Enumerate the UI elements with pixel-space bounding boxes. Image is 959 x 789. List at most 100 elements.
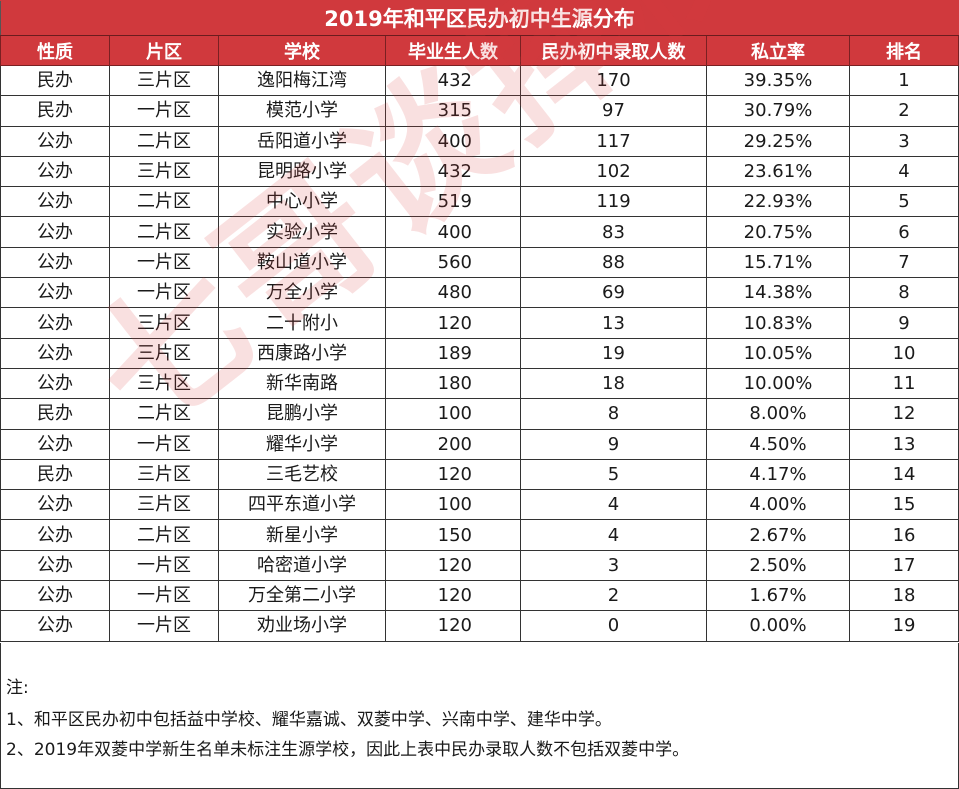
cell-nature: 公办 bbox=[0, 186, 110, 218]
cell-private-rate: 4.50% bbox=[706, 428, 850, 460]
data-table: 2019年和平区民办初中生源分布 性质 片区 学校 毕业生人数 民办初中录取人数… bbox=[0, 0, 959, 642]
cell-rank: 5 bbox=[848, 186, 959, 218]
table-row: 公办 二片区 实验小学 400 83 20.75% 6 bbox=[0, 216, 959, 248]
cell-rank: 8 bbox=[848, 277, 959, 309]
cell-rank: 15 bbox=[848, 489, 959, 521]
cell-private-rate: 22.93% bbox=[706, 186, 850, 218]
cell-school: 万全第二小学 bbox=[218, 580, 386, 612]
cell-school: 逸阳梅江湾 bbox=[218, 64, 386, 97]
cell-private-rate: 2.50% bbox=[706, 549, 850, 582]
cell-school: 昆明路小学 bbox=[218, 155, 386, 188]
cell-district: 一片区 bbox=[109, 428, 219, 460]
cell-district: 二片区 bbox=[109, 125, 219, 157]
table-row: 公办 三片区 二十附小 120 13 10.83% 9 bbox=[0, 307, 959, 339]
cell-admitted: 9 bbox=[520, 428, 707, 460]
cell-nature: 公办 bbox=[0, 277, 110, 309]
notes-heading: 注: bbox=[6, 678, 29, 698]
col-header-rank: 排名 bbox=[848, 35, 959, 66]
cell-rank: 18 bbox=[848, 580, 959, 612]
cell-rank: 11 bbox=[848, 367, 959, 400]
cell-graduates: 189 bbox=[385, 337, 521, 369]
cell-graduates: 400 bbox=[385, 216, 521, 248]
cell-school: 昆鹏小学 bbox=[218, 398, 386, 430]
cell-graduates: 150 bbox=[385, 519, 521, 551]
cell-district: 三片区 bbox=[109, 458, 219, 491]
cell-graduates: 120 bbox=[385, 610, 521, 642]
cell-rank: 2 bbox=[848, 95, 959, 127]
cell-district: 三片区 bbox=[109, 307, 219, 339]
cell-rank: 3 bbox=[848, 125, 959, 157]
table-row: 公办 三片区 新华南路 180 18 10.00% 11 bbox=[0, 367, 959, 400]
cell-nature: 公办 bbox=[0, 610, 110, 642]
cell-district: 三片区 bbox=[109, 155, 219, 188]
cell-district: 二片区 bbox=[109, 398, 219, 430]
cell-nature: 公办 bbox=[0, 519, 110, 551]
table-row: 公办 一片区 鞍山道小学 560 88 15.71% 7 bbox=[0, 246, 959, 279]
table-title: 2019年和平区民办初中生源分布 bbox=[0, 0, 959, 36]
cell-graduates: 432 bbox=[385, 64, 521, 97]
cell-rank: 14 bbox=[848, 458, 959, 491]
cell-school: 鞍山道小学 bbox=[218, 246, 386, 279]
table-row: 公办 一片区 万全第二小学 120 2 1.67% 18 bbox=[0, 580, 959, 612]
cell-private-rate: 4.00% bbox=[706, 489, 850, 521]
cell-school: 二十附小 bbox=[218, 307, 386, 339]
cell-district: 三片区 bbox=[109, 337, 219, 369]
cell-rank: 12 bbox=[848, 398, 959, 430]
table-row: 公办 一片区 耀华小学 200 9 4.50% 13 bbox=[0, 428, 959, 460]
cell-graduates: 100 bbox=[385, 489, 521, 521]
cell-nature: 公办 bbox=[0, 307, 110, 339]
cell-school: 耀华小学 bbox=[218, 428, 386, 460]
cell-school: 模范小学 bbox=[218, 95, 386, 127]
cell-graduates: 315 bbox=[385, 95, 521, 127]
cell-graduates: 480 bbox=[385, 277, 521, 309]
cell-admitted: 83 bbox=[520, 216, 707, 248]
cell-admitted: 69 bbox=[520, 277, 707, 309]
cell-private-rate: 2.67% bbox=[706, 519, 850, 551]
col-header-graduates: 毕业生人数 bbox=[385, 35, 521, 66]
cell-graduates: 200 bbox=[385, 428, 521, 460]
cell-nature: 公办 bbox=[0, 125, 110, 157]
cell-admitted: 0 bbox=[520, 610, 707, 642]
cell-private-rate: 10.83% bbox=[706, 307, 850, 339]
cell-nature: 民办 bbox=[0, 95, 110, 127]
cell-rank: 17 bbox=[848, 549, 959, 582]
cell-private-rate: 10.00% bbox=[706, 367, 850, 400]
table-row: 民办 一片区 模范小学 315 97 30.79% 2 bbox=[0, 95, 959, 127]
cell-district: 一片区 bbox=[109, 246, 219, 279]
table-row: 民办 三片区 三毛艺校 120 5 4.17% 14 bbox=[0, 458, 959, 491]
table-row: 公办 三片区 昆明路小学 432 102 23.61% 4 bbox=[0, 155, 959, 188]
cell-private-rate: 39.35% bbox=[706, 64, 850, 97]
cell-admitted: 8 bbox=[520, 398, 707, 430]
table-row: 公办 一片区 哈密道小学 120 3 2.50% 17 bbox=[0, 549, 959, 582]
cell-district: 一片区 bbox=[109, 580, 219, 612]
cell-graduates: 180 bbox=[385, 367, 521, 400]
col-header-nature: 性质 bbox=[0, 35, 110, 66]
cell-school: 三毛艺校 bbox=[218, 458, 386, 491]
cell-nature: 公办 bbox=[0, 489, 110, 521]
cell-school: 中心小学 bbox=[218, 186, 386, 218]
col-header-school: 学校 bbox=[218, 35, 386, 66]
table-row: 公办 二片区 中心小学 519 119 22.93% 5 bbox=[0, 186, 959, 218]
table-row: 公办 三片区 四平东道小学 100 4 4.00% 15 bbox=[0, 489, 959, 521]
cell-admitted: 5 bbox=[520, 458, 707, 491]
cell-admitted: 119 bbox=[520, 186, 707, 218]
cell-admitted: 18 bbox=[520, 367, 707, 400]
cell-graduates: 519 bbox=[385, 186, 521, 218]
table-row: 公办 二片区 新星小学 150 4 2.67% 16 bbox=[0, 519, 959, 551]
cell-admitted: 97 bbox=[520, 95, 707, 127]
cell-school: 西康路小学 bbox=[218, 337, 386, 369]
header-row: 性质 片区 学校 毕业生人数 民办初中录取人数 私立率 排名 bbox=[0, 35, 959, 66]
note-item-2: 2、2019年双菱中学新生名单未标注生源学校，因此上表中民办录取人数不包括双菱中… bbox=[6, 740, 690, 760]
cell-admitted: 2 bbox=[520, 580, 707, 612]
cell-rank: 19 bbox=[848, 610, 959, 642]
cell-nature: 公办 bbox=[0, 367, 110, 400]
cell-rank: 16 bbox=[848, 519, 959, 551]
cell-nature: 民办 bbox=[0, 398, 110, 430]
cell-private-rate: 29.25% bbox=[706, 125, 850, 157]
cell-admitted: 4 bbox=[520, 519, 707, 551]
cell-nature: 公办 bbox=[0, 246, 110, 279]
col-header-private-rate: 私立率 bbox=[706, 35, 850, 66]
cell-admitted: 13 bbox=[520, 307, 707, 339]
cell-private-rate: 23.61% bbox=[706, 155, 850, 188]
cell-rank: 10 bbox=[848, 337, 959, 369]
